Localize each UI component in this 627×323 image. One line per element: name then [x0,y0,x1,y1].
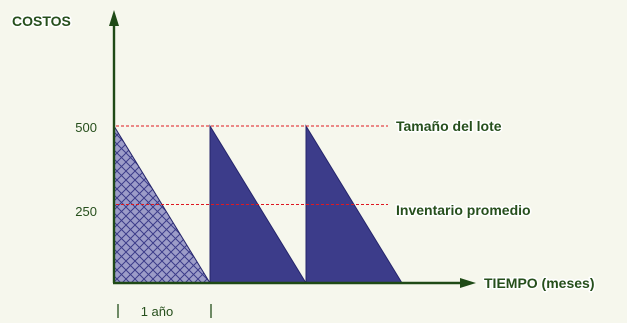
y-axis-title: COSTOS [12,13,71,29]
y-tick-label-top: 500 [75,120,97,135]
x-axis-arrow-icon [460,278,476,288]
span-label: 1 año [141,304,174,319]
x-axis-title: TIEMPO (meses) [484,275,594,291]
y-axis-arrow-icon [109,10,119,26]
reference-label-average-inventory: Inventario promedio [396,202,531,218]
plot-area [113,124,403,284]
reference-label-lot-size: Tamaño del lote [396,118,502,134]
one-year-span-marker: 1 año [117,304,212,319]
axes [109,10,476,288]
y-tick-label-mid: 250 [75,204,97,219]
